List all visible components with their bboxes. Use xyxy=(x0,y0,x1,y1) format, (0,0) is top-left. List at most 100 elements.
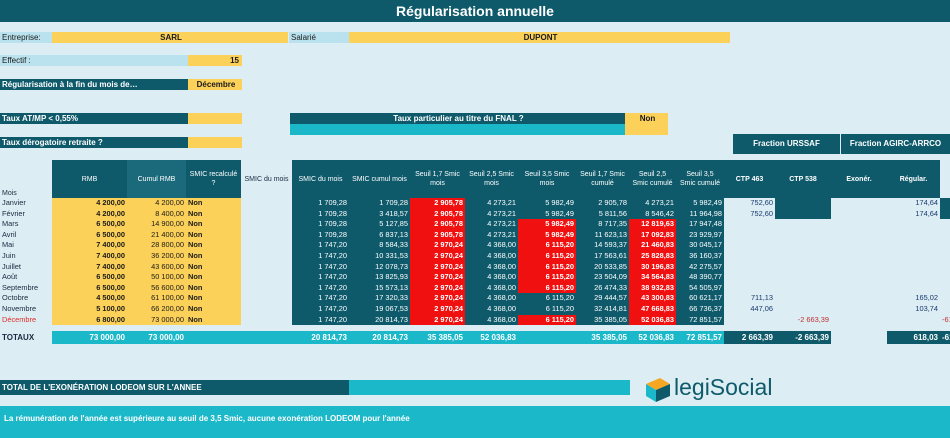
salarie-field[interactable]: DUPONT xyxy=(349,32,730,43)
regular-cell xyxy=(940,261,950,273)
total-ctp463-cell: 2 663,39 xyxy=(724,331,775,345)
exoner-cell xyxy=(887,219,940,230)
ctp538-cell xyxy=(775,198,831,209)
rmb-cell: 6 500,00 xyxy=(52,219,127,230)
seuil-s35-cell: 6 115,20 xyxy=(518,303,576,315)
ctp463-cell xyxy=(724,219,775,230)
regular-cell xyxy=(940,208,950,220)
total-c17-cell: 35 385,05 xyxy=(576,331,629,345)
seuil-c35-cell: 54 505,97 xyxy=(676,282,724,294)
ctp538-cell xyxy=(775,303,831,315)
taux-fnal-field[interactable]: Non xyxy=(625,113,668,135)
taux-atmp-field[interactable] xyxy=(188,113,242,124)
taux-atmp-label: Taux AT/MP < 0,55% xyxy=(0,113,188,124)
seuil-c25-cell: 12 819,63 xyxy=(629,219,676,230)
smic-cumul-cell: 5 127,85 xyxy=(349,219,410,230)
smic-empty-cell xyxy=(241,240,292,251)
smic-mois-cell: 1 747,20 xyxy=(292,250,349,262)
smic-recalcule-cell: Non xyxy=(186,282,241,294)
regularisation-month-select[interactable]: Décembre xyxy=(188,79,242,90)
column-header: Exonér. xyxy=(831,160,887,198)
total-cum-cell: 73 000,00 xyxy=(127,331,186,345)
ctp538-cell xyxy=(775,293,831,304)
cumul-rmb-cell: 21 400,00 xyxy=(127,229,186,241)
smic-cumul-cell: 15 573,13 xyxy=(349,282,410,294)
regularisation-label: Régularisation à la fin du mois de… xyxy=(0,79,188,90)
month-cell: Décembre xyxy=(0,314,52,326)
table-row: Janvier 4 200,00 4 200,00 Non 1 709,28 1 709,… xyxy=(0,198,950,209)
column-header: SMIC recalculé ? xyxy=(186,160,241,198)
table-header-row: Mois RMB Cumul RMB SMIC recalculé ? SMIC du … xyxy=(0,160,950,198)
entreprise-field[interactable]: SARL xyxy=(52,32,288,43)
column-header: Seuil 2,5 Smic cumulé xyxy=(629,160,676,198)
seuil-c25-cell: 43 300,83 xyxy=(629,293,676,304)
ctp463-cell xyxy=(724,261,775,273)
seuil-c17-cell: 20 533,85 xyxy=(576,261,629,273)
total-s17-cell: 35 385,05 xyxy=(410,331,465,345)
totals-label: TOTAUX xyxy=(0,331,52,345)
seuil-s17-cell: 2 970,24 xyxy=(410,261,465,273)
column-header: Seuil 2,5 Smic mois xyxy=(465,160,518,198)
spacer-cell xyxy=(831,314,887,326)
regular-cell xyxy=(940,219,950,230)
seuil-c17-cell: 2 905,78 xyxy=(576,198,629,209)
smic-empty-cell xyxy=(241,293,292,304)
seuil-s35-cell: 6 115,20 xyxy=(518,293,576,304)
column-header: SMIC du mois xyxy=(241,160,292,198)
regular-cell xyxy=(940,272,950,283)
smic-cumul-cell: 17 320,33 xyxy=(349,293,410,304)
seuil-s17-cell: 2 970,24 xyxy=(410,282,465,294)
cumul-rmb-cell: 8 400,00 xyxy=(127,208,186,220)
seuil-c25-cell: 17 092,83 xyxy=(629,229,676,241)
seuil-s35-cell: 5 982,49 xyxy=(518,198,576,209)
effectif-field[interactable]: 15 xyxy=(188,55,242,66)
rmb-cell: 6 500,00 xyxy=(52,282,127,294)
total-c35-cell: 72 851,57 xyxy=(676,331,724,345)
status-message: La rémunération de l'année est supérieur… xyxy=(0,406,950,438)
ctp538-cell xyxy=(775,219,831,230)
spacer-cell xyxy=(831,272,887,283)
regular-cell xyxy=(940,293,950,304)
smic-recalcule-cell: Non xyxy=(186,219,241,230)
month-cell: Avril xyxy=(0,229,52,241)
seuil-s17-cell: 2 905,78 xyxy=(410,219,465,230)
seuil-s25-cell: 4 368,00 xyxy=(465,250,518,262)
seuil-c25-cell: 21 460,83 xyxy=(629,240,676,251)
taux-derogatoire-label: Taux dérogatoire retraite ? xyxy=(0,137,188,148)
taux-derogatoire-field[interactable] xyxy=(188,137,242,148)
smic-empty-cell xyxy=(241,250,292,262)
table-row: Juillet 7 400,00 43 600,00 Non 1 747,20 12 07… xyxy=(0,261,950,273)
smic-empty-cell xyxy=(241,208,292,220)
ctp463-cell xyxy=(724,272,775,283)
cumul-rmb-cell: 43 600,00 xyxy=(127,261,186,273)
regular-cell xyxy=(940,229,950,241)
smic-mois-cell: 1 747,20 xyxy=(292,261,349,273)
seuil-s17-cell: 2 970,24 xyxy=(410,293,465,304)
seuil-c25-cell: 25 828,83 xyxy=(629,250,676,262)
ctp463-cell: 711,13 xyxy=(724,293,775,304)
seuil-c17-cell: 14 593,37 xyxy=(576,240,629,251)
total-lodeom-label: TOTAL DE L'EXONÉRATION LODEOM SUR L'ANNE… xyxy=(0,380,349,395)
spacer-cell xyxy=(831,198,887,209)
rmb-cell: 6 800,00 xyxy=(52,314,127,326)
regular-cell xyxy=(940,282,950,294)
column-header: RMB xyxy=(52,160,127,198)
cumul-rmb-cell: 61 100,00 xyxy=(127,293,186,304)
taux-fnal-bar xyxy=(290,124,625,135)
smic-empty-cell xyxy=(241,198,292,209)
ctp463-cell xyxy=(724,240,775,251)
seuil-c17-cell: 35 385,05 xyxy=(576,314,629,326)
seuil-c35-cell: 36 160,37 xyxy=(676,250,724,262)
cumul-rmb-cell: 56 600,00 xyxy=(127,282,186,294)
exoner-cell: 174,64 xyxy=(887,208,940,220)
seuil-s35-cell: 5 982,49 xyxy=(518,219,576,230)
cumul-rmb-cell: 66 200,00 xyxy=(127,303,186,315)
table-row: Mars 6 500,00 14 900,00 Non 1 709,28 5 127,85… xyxy=(0,219,950,230)
seuil-c17-cell: 5 811,56 xyxy=(576,208,629,220)
smic-mois-cell: 1 747,20 xyxy=(292,240,349,251)
rmb-cell: 4 200,00 xyxy=(52,198,127,209)
page-title: Régularisation annuelle xyxy=(0,0,950,22)
exoner-cell xyxy=(887,272,940,283)
spacer-cell xyxy=(831,250,887,262)
spacer-cell xyxy=(831,303,887,315)
